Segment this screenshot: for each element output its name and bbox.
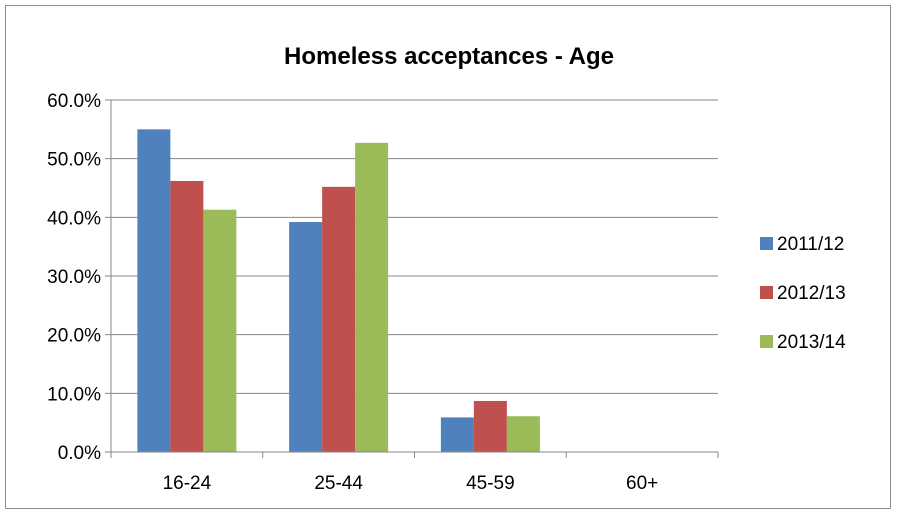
bar	[289, 222, 323, 452]
x-tick-label: 25-44	[314, 473, 363, 494]
bar-chart: Homeless acceptances - Age 0.0% 10.0% 20.0…	[47, 43, 846, 494]
x-tick-label: 60+	[626, 473, 658, 494]
legend-swatch	[760, 286, 773, 299]
y-tick-label: 50.0%	[47, 150, 101, 171]
bar	[203, 209, 237, 452]
legend: 2011/12 2012/13 2013/14	[760, 234, 846, 353]
bar	[355, 142, 389, 452]
bars	[137, 129, 540, 452]
y-tick-label: 10.0%	[47, 384, 101, 405]
chart-title: Homeless acceptances - Age	[284, 43, 614, 70]
legend-swatch	[760, 335, 773, 348]
legend-swatch	[760, 237, 773, 250]
bar	[322, 186, 356, 452]
bar	[473, 400, 507, 452]
chart-frame: Homeless acceptances - Age 0.0% 10.0% 20.0…	[5, 5, 891, 509]
legend-label: 2013/14	[777, 332, 846, 353]
y-tick-label: 40.0%	[47, 208, 101, 229]
y-tick-label: 60.0%	[47, 91, 101, 112]
x-tick-label: 16-24	[163, 473, 212, 494]
y-tick-label: 30.0%	[47, 267, 101, 288]
bar	[506, 416, 540, 452]
bar	[440, 417, 474, 452]
axes: 0.0% 10.0% 20.0% 30.0% 40.0% 50.0% 60.0% 16-24 2…	[47, 91, 719, 494]
legend-label: 2011/12	[777, 234, 844, 255]
bar	[170, 180, 204, 452]
bar	[137, 129, 171, 452]
legend-label: 2012/13	[777, 283, 846, 304]
x-tick-label: 45-59	[466, 473, 515, 494]
y-tick-label: 0.0%	[58, 443, 101, 464]
y-tick-label: 20.0%	[47, 326, 101, 347]
